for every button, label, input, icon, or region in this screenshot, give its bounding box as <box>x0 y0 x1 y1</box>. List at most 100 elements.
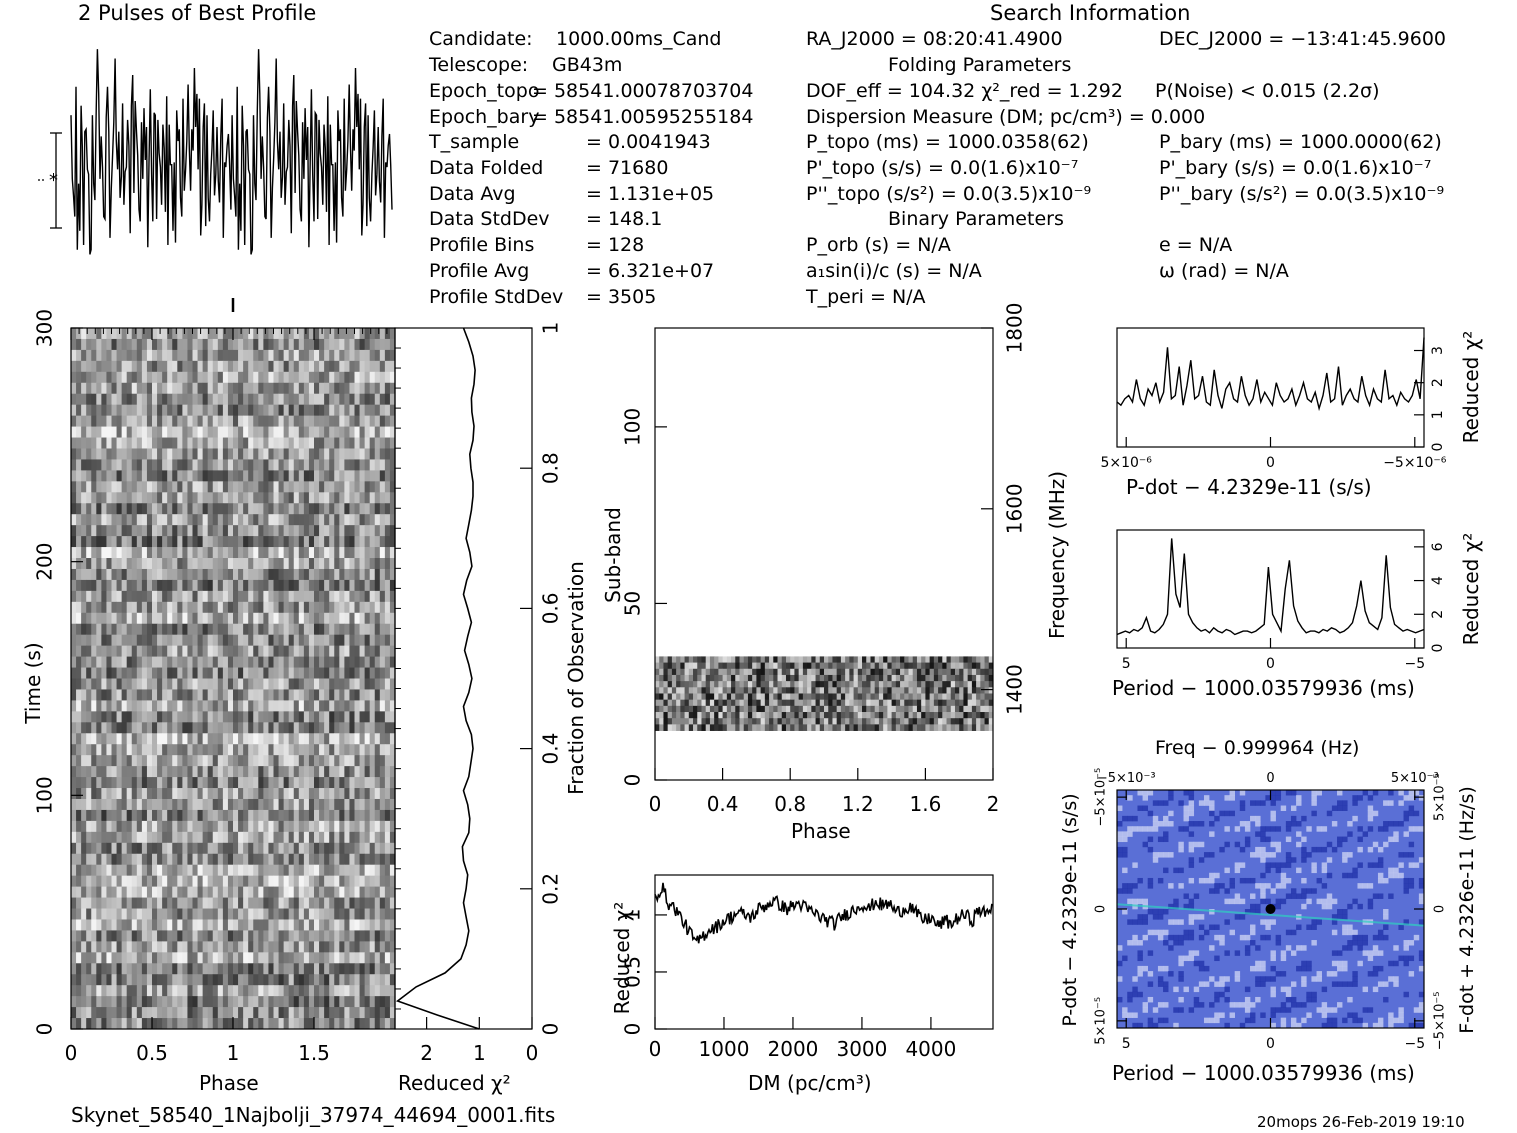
subband-cell <box>933 656 939 663</box>
time-phase-cell <box>152 996 158 1008</box>
time-phase-cell <box>167 514 173 526</box>
time-phase-cell <box>273 415 279 427</box>
time-phase-cell <box>202 897 209 909</box>
time-phase-cell <box>359 908 366 920</box>
time-phase-cell <box>233 700 239 712</box>
time-phase-cell <box>288 448 295 460</box>
subband-cell <box>971 681 977 688</box>
subband-cell <box>988 668 994 676</box>
time-phase-cell <box>248 886 254 898</box>
time-phase-cell <box>298 612 305 625</box>
subband-cell <box>659 687 664 694</box>
time-phase-cell <box>91 514 97 526</box>
time-phase-cell <box>243 744 249 756</box>
time-phase-cell <box>116 492 123 504</box>
time-phase-cell <box>121 590 128 603</box>
time-phase-cell <box>334 404 340 417</box>
time-phase-cell <box>389 798 396 811</box>
time-phase-cell <box>187 448 193 460</box>
time-phase-cell <box>293 634 300 647</box>
time-phase-cell <box>298 842 305 855</box>
time-phase-cell <box>319 820 325 833</box>
subband-cell <box>971 656 977 663</box>
subband-cell <box>709 662 715 670</box>
subband-cell <box>870 662 876 670</box>
time-phase-cell <box>192 853 198 866</box>
time-phase-cell <box>131 908 138 920</box>
time-phase-cell <box>354 777 360 789</box>
time-phase-cell <box>354 382 360 395</box>
time-phase-cell <box>217 426 224 438</box>
subband-cell <box>832 668 838 676</box>
time-phase-cell <box>182 996 188 1008</box>
time-phase-cell <box>146 1018 153 1030</box>
time-phase-cell <box>131 503 138 515</box>
time-phase-cell <box>248 744 254 756</box>
time-phase-cell <box>167 897 173 909</box>
subband-cell <box>866 687 871 694</box>
time-phase-cell <box>344 744 350 756</box>
time-phase-cell <box>364 338 371 351</box>
time-phase-cell <box>167 974 173 986</box>
subband-cell <box>671 668 677 676</box>
subband-cell <box>794 681 800 688</box>
subband-cell <box>693 687 698 694</box>
time-phase-cell <box>126 536 133 548</box>
time-phase-cell <box>324 985 330 997</box>
time-phase-cell <box>283 612 290 625</box>
time-phase-cell <box>116 974 123 986</box>
time-phase-cell <box>157 996 163 1008</box>
time-phase-cell <box>359 985 366 997</box>
time-phase-cell <box>258 459 264 471</box>
time-phase-cell <box>314 930 320 942</box>
time-phase-cell <box>227 612 234 625</box>
time-phase-cell <box>141 864 148 877</box>
time-phase-cell <box>344 733 350 745</box>
time-phase-cell <box>308 853 315 866</box>
subband-cell <box>680 662 685 670</box>
time-phase-cell <box>379 328 386 340</box>
time-phase-cell <box>162 426 168 438</box>
time-phase-cell <box>369 755 376 767</box>
time-phase-cell <box>197 853 204 866</box>
time-phase-cell <box>212 744 219 756</box>
time-phase-cell <box>303 525 310 537</box>
time-phase-cell <box>91 766 97 778</box>
time-phase-cell <box>96 842 102 855</box>
time-phase-cell <box>354 360 360 373</box>
time-phase-cell <box>192 864 198 877</box>
time-phase-cell <box>334 875 340 888</box>
time-phase-cell <box>258 558 264 570</box>
time-phase-cell <box>86 766 92 778</box>
time-phase-cell <box>162 623 168 636</box>
time-phase-cell <box>167 382 173 395</box>
time-phase-cell <box>364 831 371 844</box>
time-phase-cell <box>217 590 224 603</box>
time-phase-cell <box>253 1018 259 1030</box>
time-phase-cell <box>152 678 158 690</box>
time-phase-cell <box>238 536 244 548</box>
time-phase-cell <box>364 360 371 373</box>
time-phase-cell <box>349 1007 355 1019</box>
time-phase-cell <box>243 448 249 460</box>
time-phase-cell <box>314 864 320 877</box>
profile-avg-marker: * <box>49 170 58 191</box>
time-phase-cell <box>157 678 163 690</box>
time-phase-cell <box>374 459 381 471</box>
time-phase-cell <box>141 952 148 964</box>
time-phase-cell <box>389 996 396 1008</box>
time-phase-cell <box>233 678 239 690</box>
time-phase-cell <box>389 426 396 438</box>
time-phase-cell <box>121 514 128 526</box>
time-phase-cell <box>364 645 371 657</box>
subband-cell <box>680 687 685 694</box>
time-phase-cell <box>121 404 128 417</box>
time-phase-cell <box>268 700 274 712</box>
time-phase-cell <box>339 481 345 493</box>
time-phase-cell <box>238 634 244 647</box>
time-phase-cell <box>136 722 143 734</box>
time-phase-cell <box>303 930 310 942</box>
time-phase-cell <box>314 985 320 997</box>
time-phase-cell <box>359 481 366 493</box>
time-phase-cell <box>81 974 87 986</box>
